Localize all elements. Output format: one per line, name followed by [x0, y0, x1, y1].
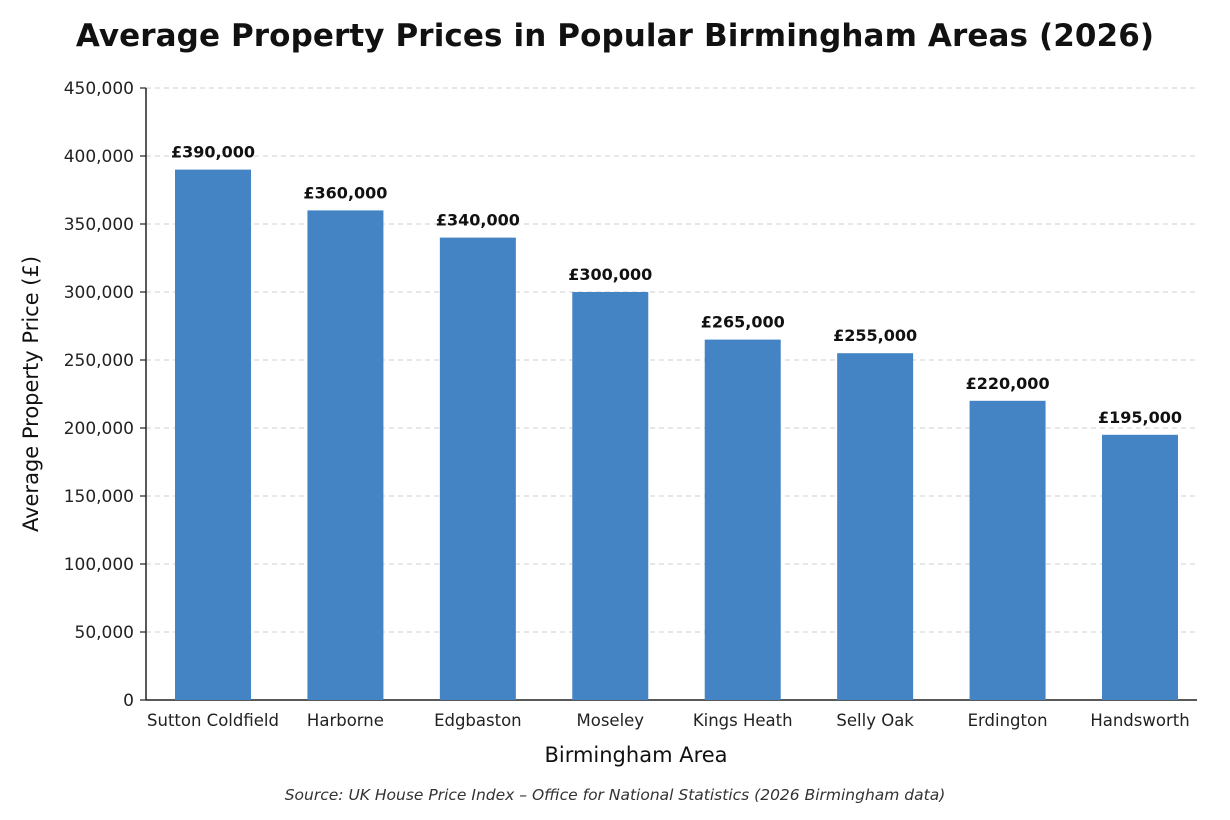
- x-tick-label: Sutton Coldfield: [147, 711, 279, 730]
- y-tick-label: 50,000: [75, 623, 134, 643]
- bar: [837, 353, 914, 700]
- x-tick-labels: Sutton Coldfield Harborne Edgbaston Moseley…: [147, 711, 1190, 730]
- bar-value-label: £300,000: [568, 265, 652, 284]
- x-tick-label: Kings Heath: [693, 711, 793, 730]
- y-tick-label: 350,000: [64, 215, 134, 235]
- y-tick-labels: 0 50,000 100,000 150,000 200,000 250,000 300,0…: [64, 79, 146, 711]
- bar: [572, 292, 649, 700]
- x-tick-label: Handsworth: [1090, 711, 1189, 730]
- bar-value-label: £195,000: [1098, 408, 1182, 427]
- source-note: Source: UK House Price Index – Office fo…: [284, 786, 946, 804]
- bar-value-label: £265,000: [701, 313, 785, 332]
- x-tick-label: Harborne: [307, 711, 384, 730]
- data-labels: £390,000 £360,000 £340,000 £300,000 £265,000…: [171, 143, 1182, 427]
- y-tick-label: 300,000: [64, 283, 134, 303]
- bar: [704, 339, 781, 700]
- bars: [175, 169, 1178, 701]
- x-tick-label: Moseley: [576, 711, 644, 730]
- bar: [175, 169, 251, 701]
- y-tick-label: 250,000: [64, 351, 134, 371]
- y-tick-label: 200,000: [64, 419, 134, 439]
- bar: [969, 400, 1046, 700]
- x-axis-title: Birmingham Area: [544, 743, 727, 767]
- bar-value-label: £220,000: [966, 374, 1050, 393]
- bar-value-label: £255,000: [833, 326, 917, 345]
- x-tick-label: Selly Oak: [836, 711, 914, 730]
- bar: [307, 210, 384, 700]
- y-tick-label: 450,000: [64, 79, 134, 99]
- bar: [1102, 434, 1178, 700]
- bar: [439, 237, 516, 700]
- chart-title: Average Property Prices in Popular Birmi…: [75, 18, 1155, 54]
- bar-value-label: £340,000: [436, 211, 520, 230]
- bar-value-label: £390,000: [171, 143, 255, 162]
- y-tick-label: 400,000: [64, 147, 134, 167]
- x-tick-label: Edgbaston: [434, 711, 522, 730]
- bar-value-label: £360,000: [303, 183, 387, 202]
- y-tick-label: 100,000: [64, 555, 134, 575]
- y-tick-label: 150,000: [64, 487, 134, 507]
- y-axis-title: Average Property Price (£): [19, 256, 43, 532]
- y-tick-label: 0: [123, 691, 134, 711]
- x-tick-label: Erdington: [968, 711, 1048, 730]
